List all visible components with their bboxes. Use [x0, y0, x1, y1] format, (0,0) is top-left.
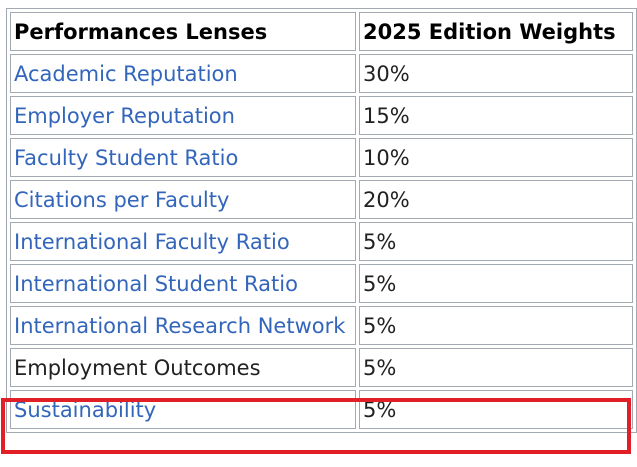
- lens-cell[interactable]: Faculty Student Ratio: [10, 138, 356, 177]
- table-row: Employer Reputation 15%: [10, 96, 633, 135]
- lens-cell[interactable]: International Faculty Ratio: [10, 222, 356, 261]
- lens-cell: Employment Outcomes: [10, 348, 356, 387]
- weight-cell: 30%: [359, 54, 633, 93]
- lens-link[interactable]: International Student Ratio: [14, 271, 298, 296]
- lens-cell[interactable]: Academic Reputation: [10, 54, 356, 93]
- weight-cell: 10%: [359, 138, 633, 177]
- lens-link[interactable]: Employer Reputation: [14, 103, 235, 128]
- weight-cell: 5%: [359, 390, 633, 429]
- header-edition-weights: 2025 Edition Weights: [359, 12, 633, 51]
- table-header-row: Performances Lenses 2025 Edition Weights: [10, 12, 633, 51]
- lens-link[interactable]: Faculty Student Ratio: [14, 145, 239, 170]
- lens-cell[interactable]: International Research Network: [10, 306, 356, 345]
- weight-cell: 5%: [359, 264, 633, 303]
- weight-cell: 5%: [359, 348, 633, 387]
- lens-link[interactable]: Academic Reputation: [14, 61, 238, 86]
- lens-link[interactable]: Sustainability: [14, 397, 157, 422]
- lens-cell[interactable]: Citations per Faculty: [10, 180, 356, 219]
- weight-cell: 5%: [359, 306, 633, 345]
- table-row: International Research Network 5%: [10, 306, 633, 345]
- table-row: Employment Outcomes 5%: [10, 348, 633, 387]
- weights-table: Performances Lenses 2025 Edition Weights…: [6, 8, 637, 433]
- lens-text: Employment Outcomes: [14, 355, 261, 380]
- weight-cell: 5%: [359, 222, 633, 261]
- table-row: Faculty Student Ratio 10%: [10, 138, 633, 177]
- table-row: International Student Ratio 5%: [10, 264, 633, 303]
- lens-cell[interactable]: Sustainability: [10, 390, 356, 429]
- lens-cell[interactable]: International Student Ratio: [10, 264, 356, 303]
- lens-link[interactable]: International Research Network: [14, 313, 346, 338]
- table-row-highlighted: Sustainability 5%: [10, 390, 633, 429]
- weight-cell: 20%: [359, 180, 633, 219]
- table-row: Academic Reputation 30%: [10, 54, 633, 93]
- weight-cell: 15%: [359, 96, 633, 135]
- lens-cell[interactable]: Employer Reputation: [10, 96, 356, 135]
- lens-link[interactable]: Citations per Faculty: [14, 187, 230, 212]
- table-row: International Faculty Ratio 5%: [10, 222, 633, 261]
- header-performance-lenses: Performances Lenses: [10, 12, 356, 51]
- lens-link[interactable]: International Faculty Ratio: [14, 229, 290, 254]
- table-row: Citations per Faculty 20%: [10, 180, 633, 219]
